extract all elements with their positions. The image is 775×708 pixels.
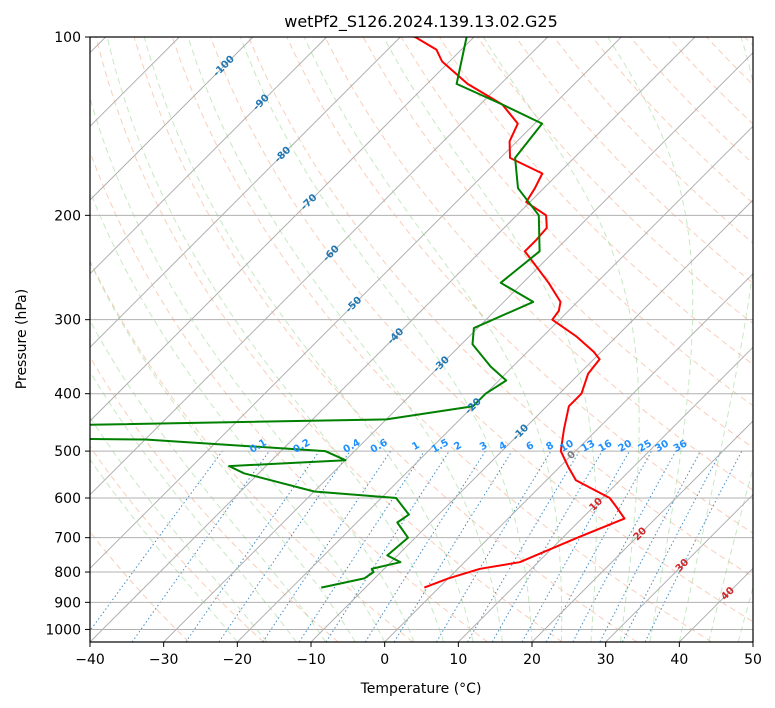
mixing-ratio-label: 3 bbox=[478, 440, 490, 453]
dry-adiabat-line bbox=[248, 37, 753, 578]
dry-adiabat-line bbox=[210, 37, 753, 623]
y-tick-label: 1000 bbox=[45, 622, 81, 638]
x-axis: −40 −30 −20 −10 0 10 20 30 40 50 bbox=[75, 642, 762, 668]
dry-adiabat-line bbox=[171, 37, 712, 642]
isotherm-line bbox=[90, 37, 328, 275]
isotherm-line bbox=[90, 37, 475, 422]
chart-title: wetPf2_S126.2024.139.13.02.G25 bbox=[284, 12, 558, 32]
moist-adiabat-line bbox=[90, 319, 327, 642]
mixing-ratio-label: 4 bbox=[497, 440, 509, 453]
x-tick-label: 50 bbox=[744, 652, 762, 668]
dry-adiabat-line bbox=[90, 445, 264, 642]
isotherm-line bbox=[310, 199, 753, 642]
isotherm-line bbox=[236, 125, 753, 642]
mixing-ratio-line bbox=[90, 450, 223, 632]
x-tick-label: 30 bbox=[597, 652, 615, 668]
series-layer bbox=[90, 37, 626, 589]
mixing-ratio-line bbox=[572, 450, 677, 642]
y-tick-label: 800 bbox=[54, 565, 81, 581]
mixing-ratio-line bbox=[131, 450, 270, 642]
grid-layer bbox=[90, 37, 753, 642]
isotherm-line bbox=[90, 37, 549, 496]
y-tick-label: 900 bbox=[54, 595, 81, 611]
y-tick-label: 400 bbox=[54, 387, 81, 403]
moist-adiabat-line bbox=[90, 370, 297, 642]
plot-frame bbox=[89, 36, 754, 643]
mixing-ratio-line bbox=[325, 450, 450, 642]
mixing-ratio-label: 6 bbox=[524, 440, 536, 453]
y-axis: 100 200 300 400 500 600 700 800 900 1000 bbox=[45, 30, 90, 638]
plot-background bbox=[90, 37, 753, 642]
x-axis-title: Temperature (°C) bbox=[360, 681, 482, 697]
mixing-ratio-line bbox=[185, 450, 320, 642]
isotherm-line bbox=[90, 37, 254, 201]
isotherm-line bbox=[752, 641, 753, 642]
isotherm-line bbox=[90, 37, 401, 349]
moist-adiabat-line bbox=[482, 37, 640, 642]
temperature-profile bbox=[410, 37, 626, 589]
x-tick-label: 10 bbox=[449, 652, 467, 668]
mixing-ratio-line bbox=[218, 450, 351, 642]
x-tick-label: −10 bbox=[296, 652, 326, 668]
moist-adiabat-line bbox=[143, 37, 474, 642]
y-tick-label: 700 bbox=[54, 531, 81, 547]
mixing-ratio-label: 1 bbox=[410, 440, 422, 453]
y-tick-label: 300 bbox=[54, 313, 81, 329]
y-axis-title: Pressure (hPa) bbox=[14, 289, 30, 389]
y-tick-label: 600 bbox=[54, 491, 81, 507]
x-tick-label: 0 bbox=[380, 652, 389, 668]
y-tick-label: 200 bbox=[54, 208, 81, 224]
dry-adiabat-line bbox=[90, 356, 339, 642]
x-tick-label: −20 bbox=[223, 652, 253, 668]
moist-adiabat-line bbox=[383, 37, 597, 642]
dry-adiabat-line bbox=[133, 37, 638, 642]
dry-adiabat-line bbox=[95, 37, 563, 642]
x-tick-label: −40 bbox=[75, 652, 105, 668]
moist-adiabat-line bbox=[90, 189, 386, 642]
x-tick-label: −30 bbox=[149, 652, 179, 668]
dry-adiabat-line bbox=[515, 37, 753, 284]
moist-adiabat-line bbox=[106, 37, 445, 642]
moist-adiabat-line bbox=[90, 458, 238, 642]
isotherm-line bbox=[90, 37, 696, 642]
x-tick-label: 20 bbox=[523, 652, 541, 668]
moist-adiabat-line bbox=[607, 37, 694, 642]
mixing-ratio-line bbox=[545, 450, 653, 642]
isotherm-line bbox=[384, 272, 753, 642]
isotherm-line bbox=[163, 51, 753, 642]
moist-adiabat-line bbox=[303, 37, 563, 642]
y-tick-label: 500 bbox=[54, 444, 81, 460]
isotherm-line bbox=[90, 37, 622, 570]
mixing-ratio-line bbox=[298, 450, 425, 642]
x-tick-label: 40 bbox=[670, 652, 688, 668]
moist-adiabat-line bbox=[90, 416, 268, 642]
dry-adiabat-line bbox=[286, 37, 753, 534]
isotherm-line bbox=[531, 420, 753, 642]
mixing-ratio-line bbox=[644, 450, 743, 642]
dewpoint-profile bbox=[90, 37, 544, 589]
moist-adiabat-line bbox=[239, 37, 533, 642]
mixing-ratio-label: 2 bbox=[452, 440, 464, 453]
isotherm-line bbox=[457, 346, 753, 642]
moist-adiabat-line bbox=[187, 37, 503, 642]
moist-adiabat-line bbox=[90, 260, 356, 642]
mixing-ratio-label: 8 bbox=[544, 440, 556, 453]
moist-adiabat-line bbox=[737, 585, 753, 642]
dry-adiabat-line bbox=[90, 259, 414, 642]
y-tick-label: 100 bbox=[54, 30, 81, 46]
mixing-ratio-line bbox=[393, 450, 513, 642]
moist-adiabat-line bbox=[678, 37, 753, 642]
moist-adiabat-line bbox=[708, 466, 753, 642]
isotherm-line bbox=[605, 493, 753, 642]
